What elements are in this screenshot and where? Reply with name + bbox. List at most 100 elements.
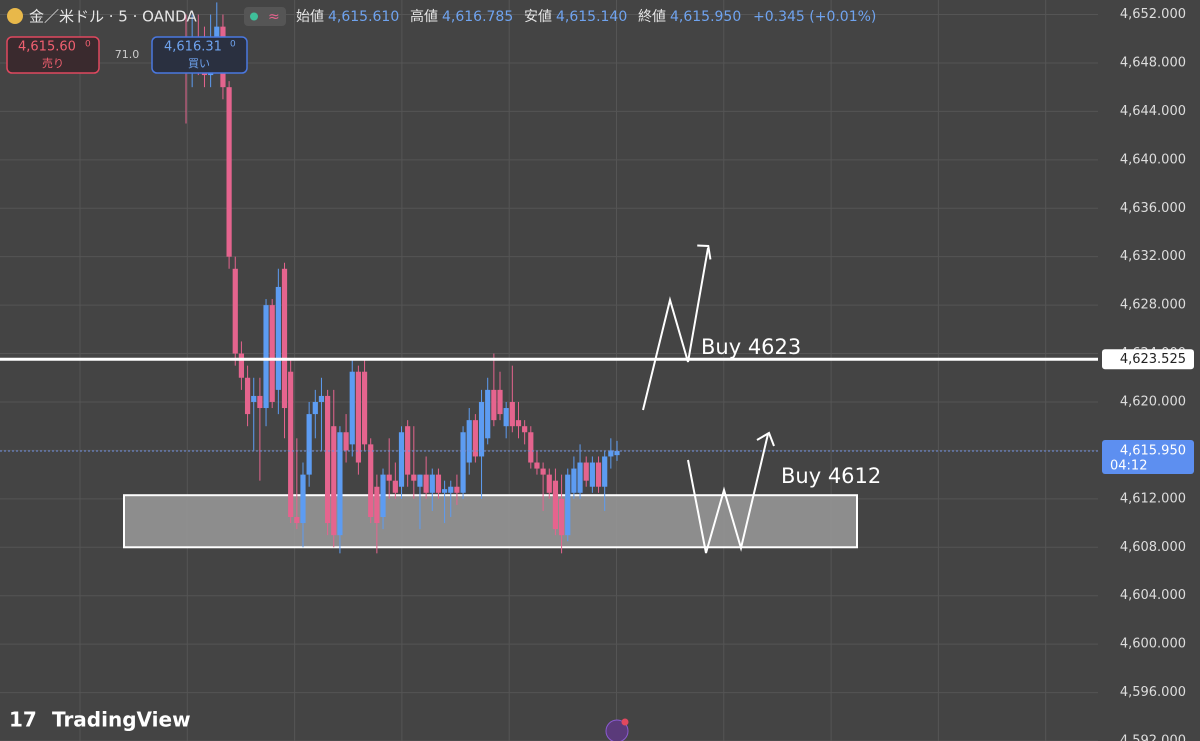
- candle-body: [294, 517, 300, 524]
- candle-body: [429, 474, 435, 493]
- arrow-path: [642, 247, 709, 411]
- candle-body: [300, 474, 306, 524]
- y-tick-label: 4,596.000: [1120, 685, 1186, 700]
- y-tick-label: 4,612.000: [1120, 491, 1186, 506]
- candle-body: [331, 426, 337, 536]
- candle-body: [423, 474, 429, 493]
- status-dot: [250, 12, 258, 21]
- candle-body: [281, 268, 288, 409]
- candle-body: [608, 450, 614, 457]
- sell-label: 売り: [42, 57, 64, 70]
- buy-button[interactable]: [151, 36, 248, 74]
- last-price-label: 4,615.950: [1120, 444, 1186, 459]
- candle-body: [214, 26, 220, 39]
- candle-body: [589, 462, 595, 487]
- y-tick-label: 4,600.000: [1120, 637, 1186, 652]
- candle-body: [515, 420, 522, 427]
- candle-body: [546, 474, 552, 493]
- candle-body: [448, 486, 454, 493]
- candle-body: [583, 462, 589, 481]
- candle-body: [343, 432, 349, 451]
- candle-body: [380, 474, 386, 518]
- candle-body: [497, 389, 503, 415]
- sell-pip: 0: [85, 40, 91, 50]
- countdown: 04:12: [1110, 459, 1147, 474]
- y-tick-label: 4,640.000: [1120, 152, 1186, 167]
- spread: 71.0: [115, 48, 140, 61]
- candle-body: [337, 432, 343, 536]
- buy-price: 4,616.31: [164, 40, 222, 55]
- candle-body: [275, 286, 281, 390]
- candle-body: [306, 414, 312, 475]
- y-tick-label: 4,604.000: [1120, 588, 1186, 603]
- ohlc-label: 安値: [524, 9, 552, 25]
- zone-box: [123, 494, 858, 549]
- candle-body: [288, 371, 294, 518]
- logo: TradingView: [52, 708, 191, 732]
- candle-body: [269, 305, 275, 402]
- candle-body: [460, 432, 466, 493]
- symbol: 金／米ドル · 5 · OANDA: [29, 8, 197, 26]
- alert-icon[interactable]: [605, 719, 629, 741]
- y-tick-label: 4,608.000: [1120, 540, 1186, 555]
- candle-body: [374, 486, 380, 524]
- candle-body: [534, 462, 540, 469]
- candle-body: [325, 395, 331, 524]
- candle-body: [411, 474, 417, 481]
- y-tick-label: 4,620.000: [1120, 394, 1186, 409]
- status-badge: [244, 7, 286, 26]
- y-tick-label: 4,592.000: [1120, 734, 1186, 741]
- y-tick-label: 4,632.000: [1120, 249, 1186, 264]
- candle-body: [558, 498, 565, 536]
- buy-pip: 0: [230, 40, 236, 50]
- logo-mark: 17: [9, 708, 37, 732]
- candle-body: [602, 456, 608, 487]
- candle-body: [571, 468, 577, 493]
- candle-body: [355, 371, 361, 463]
- arrow-head: [697, 244, 712, 260]
- candle-body: [318, 395, 325, 402]
- candle-body: [257, 395, 263, 409]
- candle-body: [368, 444, 374, 518]
- candle-body: [614, 451, 620, 456]
- ohlc-label: 始値: [296, 9, 324, 25]
- candle-body: [522, 426, 528, 433]
- buy-label: 買い: [188, 57, 210, 70]
- candle-body: [472, 420, 478, 457]
- arrow-head: [756, 431, 775, 447]
- candle-body: [405, 426, 411, 475]
- sell-button[interactable]: [6, 36, 100, 74]
- y-tick-label: 4,652.000: [1120, 7, 1186, 22]
- candle-body: [442, 489, 448, 493]
- level-label: 4,623.525: [1120, 352, 1186, 367]
- ohlc-value: 4,616.785: [442, 9, 513, 25]
- y-tick-label: 4,628.000: [1120, 298, 1186, 313]
- candle-body: [509, 401, 515, 427]
- candle-body: [565, 474, 571, 536]
- candle-body: [435, 474, 442, 493]
- status-icon: ≈: [268, 9, 280, 25]
- y-tick-label: 4,636.000: [1120, 201, 1186, 216]
- candle-body: [361, 371, 368, 445]
- candle-body: [485, 389, 491, 439]
- ohlc-value: 4,615.950: [670, 9, 741, 25]
- candle-body: [595, 462, 602, 487]
- candle-body: [238, 353, 245, 378]
- candle-body: [349, 371, 355, 445]
- candle-body: [540, 468, 546, 475]
- candle-body: [251, 395, 257, 402]
- candle-body: [454, 486, 460, 493]
- y-tick-label: 4,644.000: [1120, 104, 1186, 119]
- candle-body: [577, 462, 583, 493]
- y-tick-label: 4,648.000: [1120, 55, 1186, 70]
- candle-body: [552, 480, 559, 530]
- ohlc-value: 4,615.140: [556, 9, 627, 25]
- candle-body: [232, 268, 238, 354]
- arrow-path: [687, 433, 769, 554]
- candle-body: [226, 87, 232, 257]
- y-axis: 4,652.000 4,648.000 4,644.000 4,640.000 4,63…: [1102, 7, 1194, 741]
- candle-body: [312, 401, 318, 415]
- overlay: [0, 357, 1098, 452]
